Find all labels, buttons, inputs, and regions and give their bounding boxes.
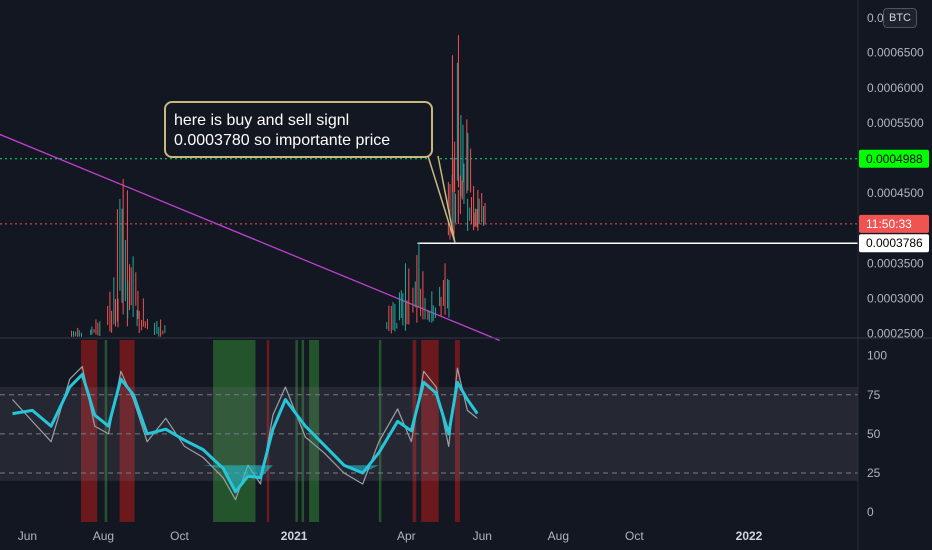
osc-tick-label: 0: [867, 505, 874, 519]
price-tick-label-top: 0.0: [867, 11, 884, 25]
signal-bar-2: [119, 340, 135, 522]
time-tick-label: Apr: [397, 529, 416, 543]
price-tick-label: 0.0004500: [867, 186, 924, 200]
annotation-line-2: 0.0003780 so importante price: [174, 132, 391, 149]
oversold-fill-22: [362, 465, 379, 474]
trendline[interactable]: [0, 130, 501, 342]
signal-bar-4: [266, 340, 270, 522]
price-tick-label: 0.0005500: [867, 116, 924, 130]
osc-tick-label: 25: [867, 466, 881, 480]
price-tag-1: 11:50:33: [866, 217, 912, 231]
price-pane[interactable]: [0, 35, 858, 342]
signal-bar-1: [104, 340, 108, 522]
oscillator-pane[interactable]: [0, 340, 858, 522]
oversold-fill-16: [260, 465, 273, 478]
osc-tick-label: 100: [867, 349, 887, 363]
price-tick-label: 0.0003500: [867, 256, 924, 270]
time-tick-label: Aug: [93, 529, 114, 543]
overlays: 0.0004988 11:50:33 0.0003786: [859, 149, 929, 253]
osc-tick-label: 50: [867, 427, 881, 441]
time-tick-label: Oct: [625, 529, 644, 543]
annotation-line-1: here is buy and sell signl: [174, 112, 350, 129]
price-tick-label: 0.0006000: [867, 81, 924, 95]
signal-bar-5: [295, 340, 298, 522]
price-tick-label: 0.0002500: [867, 326, 924, 340]
time-tick-label: Jun: [18, 529, 37, 543]
price-tag-0: 0.0004988: [866, 152, 923, 166]
annotation-pointer: [427, 155, 456, 243]
price-tick-label: 0.0003000: [867, 291, 924, 305]
oversold-fill-14: [235, 465, 249, 492]
signal-bar-11: [454, 340, 460, 522]
price-tag-bg-0: [859, 149, 929, 168]
time-tick-label: Jun: [473, 529, 492, 543]
oversold-fill-15: [248, 465, 261, 478]
oversold-fill-12: [203, 465, 224, 469]
price-tag-2: 0.0003786: [866, 236, 923, 250]
signal-bar-8: [378, 340, 382, 522]
time-tick-label: Oct: [170, 529, 189, 543]
price-tag-bg-2: [859, 234, 929, 253]
oversold-fill-21: [343, 465, 363, 474]
signal-bar-7: [309, 340, 320, 522]
oversold-fill-13: [223, 465, 236, 492]
annotation-callout[interactable]: here is buy and sell signl 0.0003780 so …: [164, 101, 433, 158]
price-tick-label: 0.0006500: [867, 46, 924, 60]
currency-badge[interactable]: BTC: [883, 8, 917, 28]
time-tick-label: 2021: [281, 529, 308, 543]
osc-tick-label: 75: [867, 388, 881, 402]
time-tick-label: Aug: [548, 529, 569, 543]
signal-bar-9: [412, 340, 417, 522]
price-tag-bg-1: [859, 214, 929, 233]
time-tick-label: 2022: [736, 529, 763, 543]
